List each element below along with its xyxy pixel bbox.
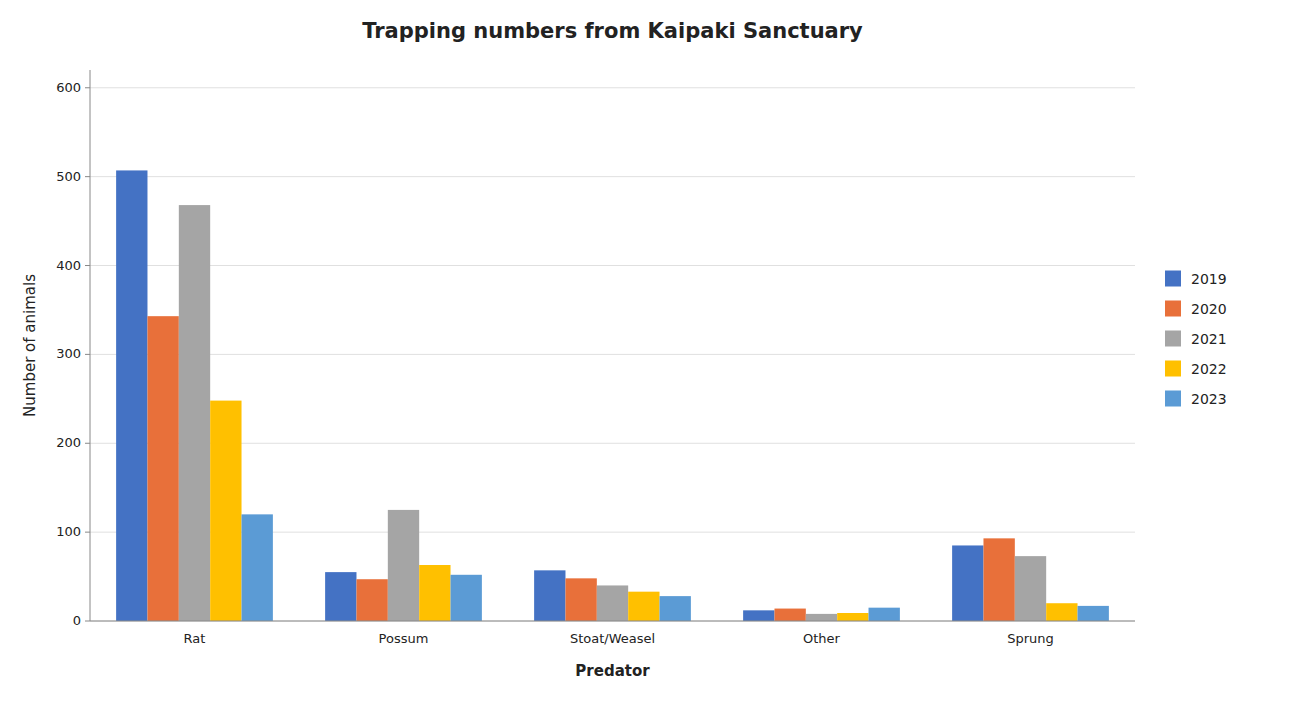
y-tick-label: 600 bbox=[56, 80, 81, 95]
legend-swatch bbox=[1165, 361, 1181, 377]
bar bbox=[806, 614, 837, 621]
y-tick bbox=[85, 354, 90, 355]
bar bbox=[774, 609, 805, 621]
y-tick bbox=[85, 621, 90, 622]
bar bbox=[1015, 556, 1046, 621]
legend-label: 2021 bbox=[1191, 331, 1227, 347]
bar bbox=[628, 592, 659, 621]
bar bbox=[869, 608, 900, 621]
legend-label: 2019 bbox=[1191, 271, 1227, 287]
y-tick-label: 200 bbox=[56, 435, 81, 450]
grid bbox=[90, 88, 1135, 621]
y-tick-label: 0 bbox=[73, 613, 81, 628]
y-tick bbox=[85, 532, 90, 533]
bar bbox=[1078, 606, 1109, 621]
x-tick-label: Rat bbox=[184, 631, 206, 646]
legend-label: 2023 bbox=[1191, 391, 1227, 407]
legend-swatch bbox=[1165, 271, 1181, 287]
y-tick-label: 400 bbox=[56, 258, 81, 273]
bar bbox=[325, 572, 356, 621]
x-tick-label: Sprung bbox=[1007, 631, 1054, 646]
bar bbox=[597, 585, 628, 621]
x-tick-label: Other bbox=[803, 631, 841, 646]
bar bbox=[419, 565, 450, 621]
bars bbox=[116, 170, 1109, 621]
bar bbox=[451, 575, 482, 621]
y-tick bbox=[85, 87, 90, 88]
y-tick bbox=[85, 443, 90, 444]
legend-swatch bbox=[1165, 301, 1181, 317]
x-axis-line bbox=[90, 621, 1135, 622]
grid-line bbox=[90, 176, 1135, 177]
grid-line bbox=[90, 265, 1135, 266]
legend-swatch bbox=[1165, 391, 1181, 407]
bar bbox=[1046, 603, 1077, 621]
bar bbox=[388, 510, 419, 621]
bar bbox=[952, 545, 983, 621]
bar bbox=[534, 570, 565, 621]
legend-label: 2020 bbox=[1191, 301, 1227, 317]
bar bbox=[356, 579, 387, 621]
x-axis-label: Predator bbox=[575, 662, 650, 680]
bar bbox=[565, 578, 596, 621]
bar bbox=[242, 514, 273, 621]
bar bbox=[116, 170, 147, 621]
y-tick-label: 300 bbox=[56, 346, 81, 361]
grid-line bbox=[90, 443, 1135, 444]
legend: 2019 2020 2021 2022 2023 bbox=[1165, 271, 1227, 407]
x-tick-label: Possum bbox=[379, 631, 429, 646]
bar bbox=[660, 596, 691, 621]
grid-line bbox=[90, 621, 1135, 622]
y-tick bbox=[85, 265, 90, 266]
bar bbox=[179, 205, 210, 621]
x-tick-label: Stoat/Weasel bbox=[570, 631, 655, 646]
y-tick bbox=[85, 176, 90, 177]
legend-label: 2022 bbox=[1191, 361, 1227, 377]
chart-container: 0 100 200 300 400 500 600 Rat Possum Stoat/Weasel… bbox=[0, 0, 1305, 706]
bar bbox=[743, 610, 774, 621]
y-tick-label: 500 bbox=[56, 169, 81, 184]
chart: 0 100 200 300 400 500 600 Rat Possum Stoat/Weasel… bbox=[0, 0, 1305, 706]
grid-line bbox=[90, 354, 1135, 355]
y-axis-line bbox=[90, 70, 91, 621]
title: Trapping numbers from Kaipaki Sanctuary bbox=[362, 19, 863, 43]
bar bbox=[837, 613, 868, 621]
bar bbox=[210, 401, 241, 621]
grid-line bbox=[90, 87, 1135, 88]
legend-swatch bbox=[1165, 331, 1181, 347]
bar bbox=[983, 538, 1014, 621]
y-axis-label: Number of animals bbox=[21, 274, 39, 417]
y-tick-label: 100 bbox=[56, 524, 81, 539]
bar bbox=[147, 316, 178, 621]
